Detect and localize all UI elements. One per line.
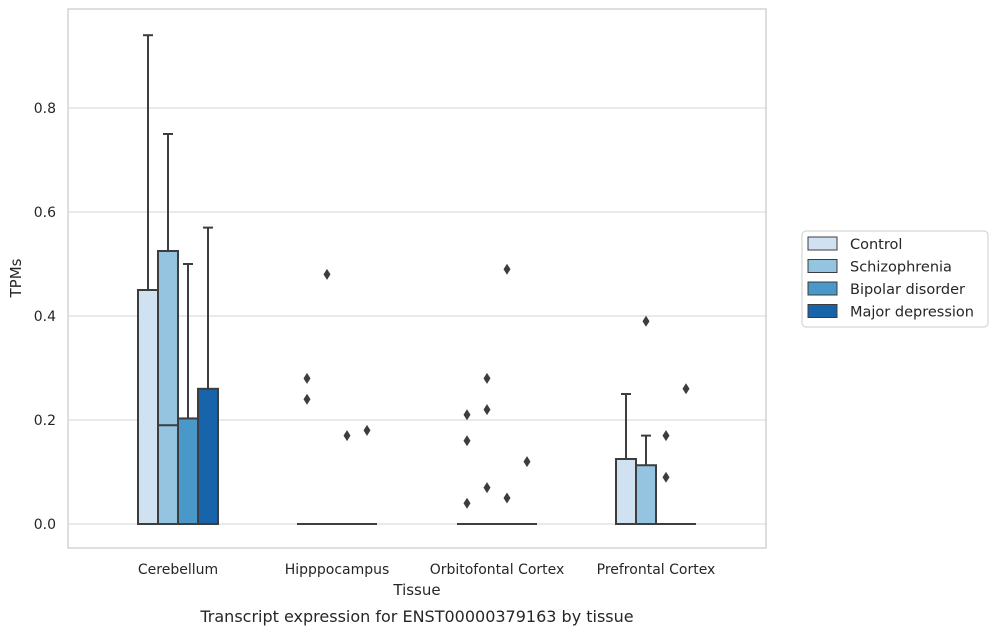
box bbox=[137, 289, 159, 525]
axes-frame bbox=[67, 8, 767, 549]
outlier-point bbox=[483, 372, 491, 384]
box bbox=[157, 250, 179, 525]
outlier-point bbox=[303, 393, 311, 405]
outlier-point bbox=[323, 268, 331, 280]
box-major-depression bbox=[197, 226, 219, 525]
box-major-depression bbox=[676, 383, 696, 525]
y-tick-labels: 0.0 0.2 0.4 0.6 0.8 bbox=[34, 101, 56, 533]
box-bipolar-disorder bbox=[656, 430, 676, 525]
outlier-point bbox=[503, 492, 511, 504]
x-tick-label: Orbitofontal Cortex bbox=[430, 562, 565, 578]
legend-frame bbox=[801, 230, 989, 328]
legend-label: Bipolar disorder bbox=[850, 282, 965, 298]
y-tick-label: 0.2 bbox=[34, 413, 56, 429]
box bbox=[635, 464, 657, 525]
box-major-depression bbox=[357, 424, 377, 525]
outlier-point bbox=[642, 315, 650, 327]
box-control bbox=[457, 409, 477, 525]
x-tick-label: Prefrontal Cortex bbox=[597, 562, 716, 578]
legend: Control Schizophrenia Bipolar disorder Majo… bbox=[801, 230, 989, 328]
y-tick-label: 0.6 bbox=[34, 205, 56, 221]
x-tick-label: Hipppocampus bbox=[285, 562, 390, 578]
outlier-point bbox=[682, 383, 690, 395]
x-axis-label: Tissue bbox=[392, 581, 440, 599]
x-tick-label: Cerebellum bbox=[138, 562, 218, 578]
box-control bbox=[615, 393, 637, 525]
outlier-point bbox=[483, 482, 491, 494]
box bbox=[177, 417, 199, 525]
box-schizophrenia bbox=[477, 372, 497, 525]
outlier-point bbox=[463, 409, 471, 421]
outlier-point bbox=[483, 404, 491, 416]
outlier-point bbox=[523, 456, 531, 468]
box-control bbox=[137, 34, 159, 525]
box-bipolar-disorder bbox=[337, 430, 357, 525]
legend-swatch bbox=[807, 259, 838, 273]
legend-label: Schizophrenia bbox=[850, 260, 952, 276]
outlier-point bbox=[363, 424, 371, 436]
box-schizophrenia bbox=[157, 133, 179, 525]
y-tick-label: 0.4 bbox=[34, 309, 56, 325]
box-major-depression bbox=[517, 456, 537, 525]
box-bipolar-disorder bbox=[497, 263, 517, 525]
box bbox=[615, 458, 637, 525]
legend-swatch bbox=[807, 281, 838, 296]
box-bipolar-disorder bbox=[177, 263, 199, 525]
legend-label: Major depression bbox=[850, 305, 974, 321]
chart-caption: Transcript expression for ENST0000037916… bbox=[199, 607, 633, 626]
y-tick-label: 0.8 bbox=[34, 101, 56, 117]
legend-label: Control bbox=[850, 237, 902, 253]
box-schizophrenia bbox=[317, 268, 337, 525]
outlier-point bbox=[463, 435, 471, 447]
legend-swatch bbox=[807, 304, 838, 318]
y-tick-label: 0.0 bbox=[34, 517, 56, 533]
plot-area bbox=[137, 34, 696, 525]
box-control bbox=[297, 372, 317, 525]
box bbox=[197, 387, 219, 525]
y-axis-label: TPMs bbox=[7, 258, 25, 298]
outlier-point bbox=[463, 497, 471, 509]
outlier-point bbox=[662, 471, 670, 483]
legend-swatch bbox=[807, 236, 838, 251]
outlier-point bbox=[662, 430, 670, 442]
x-tick-labels: Cerebellum Hipppocampus Orbitofontal Corte… bbox=[138, 562, 715, 578]
outlier-point bbox=[503, 263, 511, 275]
box-schizophrenia bbox=[635, 315, 657, 525]
outlier-point bbox=[303, 372, 311, 384]
outlier-point bbox=[343, 430, 351, 442]
